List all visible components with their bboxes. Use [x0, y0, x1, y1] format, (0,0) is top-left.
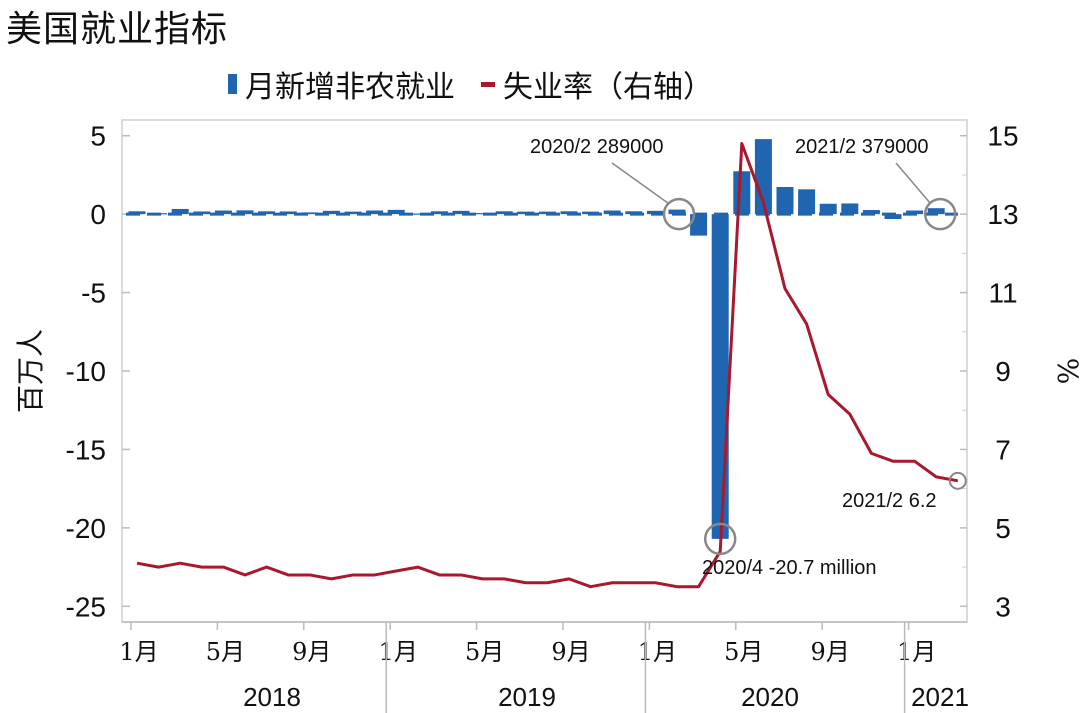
legend-label-unemployment: 失业率（右轴）	[503, 70, 713, 105]
payroll-bar	[150, 213, 168, 215]
payroll-bar	[690, 214, 708, 236]
payroll-bar	[906, 210, 924, 215]
y-left-label: 百万人	[14, 329, 47, 413]
left-tick-label: -15	[66, 434, 106, 465]
annotation-2021-2-rate: 2021/2 6.2	[842, 490, 937, 512]
legend: 月新增非农就业 失业率（右轴）	[228, 62, 739, 106]
payroll-bar	[625, 211, 643, 215]
year-label: 2019	[498, 682, 556, 712]
x-tick-label: 1月	[638, 638, 677, 666]
payroll-bar	[409, 213, 427, 215]
x-tick-label: 5月	[724, 638, 763, 666]
payroll-bar	[754, 139, 772, 215]
leader-line-2021-2	[895, 162, 931, 204]
payroll-bar	[366, 210, 384, 215]
x-tick-label: 1月	[379, 638, 418, 666]
left-tick-label: -20	[66, 513, 106, 544]
payroll-bar	[279, 211, 297, 215]
legend-swatch-bar	[228, 74, 237, 94]
legend-item-unemployment: 失业率（右轴）	[481, 62, 713, 106]
payroll-bar	[582, 211, 600, 215]
payroll-bar	[452, 210, 470, 215]
chart-title: 美国就业指标	[6, 9, 229, 50]
right-axis: 15 13 11 9 7 5 3	[960, 121, 1019, 622]
legend-label-payrolls: 月新增非农就业	[245, 70, 455, 105]
x-tick-label: 5月	[465, 638, 504, 666]
payroll-bar	[344, 211, 362, 215]
x-tick-label: 5月	[206, 638, 245, 666]
marker-circle-2021-2	[923, 197, 957, 231]
payroll-bar	[128, 211, 146, 215]
left-tick-label: 5	[90, 121, 106, 152]
unemployment-line	[136, 142, 959, 589]
line-series	[136, 142, 959, 589]
right-tick-label: 13	[987, 199, 1018, 230]
right-tick-label: 3	[995, 591, 1011, 622]
right-tick-label: 5	[995, 513, 1011, 544]
bar-series	[128, 139, 945, 539]
payroll-bar	[776, 186, 794, 215]
payroll-bar	[798, 189, 816, 215]
payroll-bar	[387, 209, 405, 215]
annotation-markers	[611, 162, 967, 556]
left-tick-label: 0	[90, 199, 106, 230]
annotation-2021-2-payroll: 2021/2 379000	[795, 136, 928, 158]
payroll-bar	[258, 211, 276, 215]
y-right-label: %	[1051, 358, 1080, 385]
leader-line-2020-2	[611, 162, 669, 204]
year-label: 2020	[741, 682, 799, 712]
year-label: 2021	[911, 682, 969, 712]
right-tick-label: 7	[995, 434, 1011, 465]
marker-circle-2020-2	[662, 197, 696, 231]
payroll-bar	[927, 208, 945, 215]
payroll-bar	[646, 210, 664, 215]
payroll-bar	[171, 208, 189, 215]
payroll-bar	[236, 210, 254, 215]
right-tick-label: 9	[995, 356, 1011, 387]
payroll-bar	[322, 210, 340, 215]
payroll-bar	[214, 210, 232, 215]
payroll-bar	[884, 214, 902, 219]
payroll-bar	[474, 213, 492, 215]
annotation-2020-2: 2020/2 289000	[530, 136, 663, 158]
left-tick-label: -5	[81, 278, 106, 309]
payroll-bar	[560, 211, 578, 215]
payroll-bar	[495, 211, 513, 215]
legend-item-payrolls: 月新增非农就业	[228, 62, 455, 106]
payroll-bar	[819, 203, 837, 215]
marker-circle-2020-4	[703, 522, 737, 556]
payroll-bar	[668, 209, 686, 215]
payroll-bar	[841, 203, 859, 215]
payroll-bar	[733, 171, 751, 215]
annotation-2020-4: 2020/4 -20.7 million	[702, 557, 877, 579]
legend-swatch-line	[481, 81, 495, 87]
left-axis: 5 0 -5 -10 -15 -20 -25	[66, 121, 130, 622]
x-axis: 1月 5月 9月 1月 5月 9月 1月 5月 9月 1月 2018 2019 2020 2021	[119, 621, 969, 713]
x-tick-label: 9月	[811, 638, 850, 666]
payroll-bar	[603, 210, 621, 215]
left-tick-label: -25	[66, 591, 106, 622]
marker-circle-rate-2021-2	[948, 471, 967, 490]
right-tick-label: 11	[988, 278, 1017, 309]
payroll-bar	[711, 214, 729, 539]
left-tick-label: -10	[66, 356, 106, 387]
payroll-bar	[301, 212, 319, 215]
payroll-bar	[862, 210, 880, 215]
x-tick-label: 9月	[551, 638, 590, 666]
x-tick-label: 9月	[292, 638, 331, 666]
payroll-bar	[538, 211, 556, 215]
x-tick-label: 1月	[897, 638, 936, 666]
x-tick-label: 1月	[119, 638, 158, 666]
payroll-bar	[193, 211, 211, 215]
plot-frame	[121, 119, 968, 623]
payroll-bar	[517, 211, 535, 215]
payroll-bar	[430, 211, 448, 215]
right-tick-label: 15	[987, 121, 1018, 152]
year-label: 2018	[243, 682, 301, 712]
